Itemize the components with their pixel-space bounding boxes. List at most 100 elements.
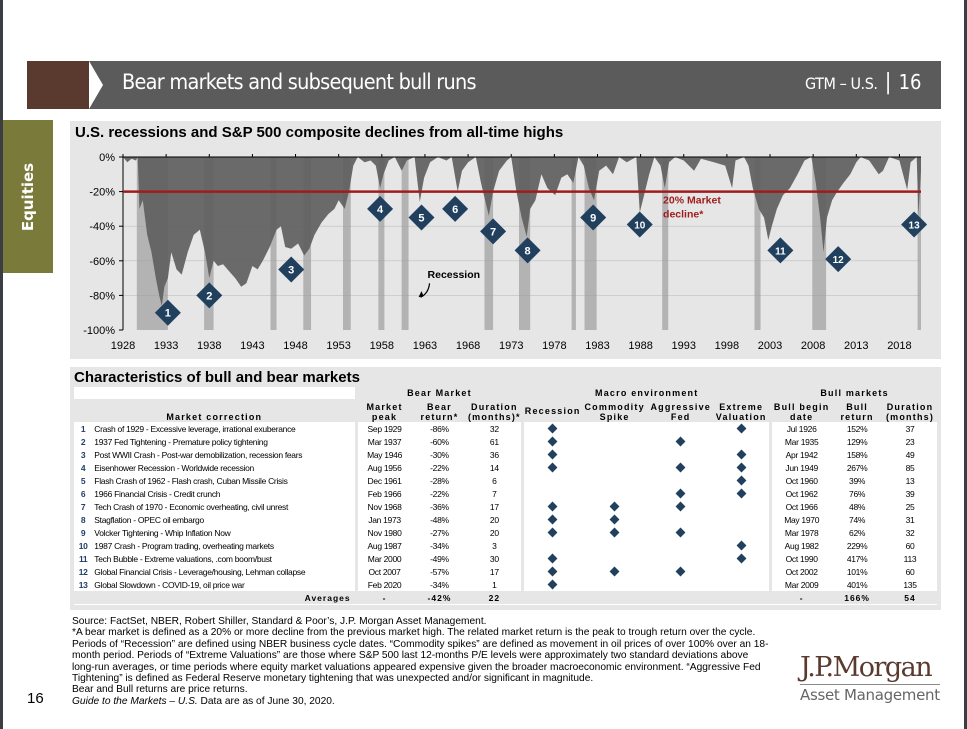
event-marker-3: 3 [278,256,305,283]
fed-flag [648,487,713,500]
recession-band [584,157,597,330]
row-number: 7 [80,501,86,512]
bear-return: -86% [430,423,449,434]
correction-description: 1987 Crash - Program trading, overheatin… [94,540,274,551]
bull-begin-date: Jun 1949 [769,461,831,474]
bull-begin-date: Oct 1990 [769,552,831,565]
bear-duration: 36 [489,449,499,460]
bull-bear-table: Bear Market Macro environment Bull marke… [74,387,937,604]
x-tick-label: 1983 [585,340,609,352]
left-window-edge [0,0,3,729]
marker-diamond-icon [278,256,305,283]
bear-duration: 20 [489,514,499,525]
recession-flag-diamond-icon [547,462,558,472]
avg-bear-return: -42% [411,591,468,604]
avg-bull-begin: - [769,591,832,604]
bull-begin-date: Oct 2002 [769,565,831,578]
table-row: 13 Global Slowdown - COVID-19, oil price … [74,578,937,591]
bull-begin-date: Oct 1960 [769,474,831,487]
logo-brand: J.P.Morgan [800,653,940,685]
table-row: 12 Global Financial Crisis - Leverage/hou… [74,565,937,578]
recession-flag-diamond-icon [547,527,558,537]
commodity-flag-diamond-icon [609,514,620,524]
marker-diamond-icon [580,204,607,231]
header-page-number: 16 [898,70,921,94]
col-aggressive-fed: Aggressive Fed [648,399,714,422]
valuation-flag [713,565,769,578]
valuation-flag-diamond-icon [736,540,747,550]
bear-duration: 32 [489,423,499,434]
commodity-flag [581,461,648,474]
row-number: 8 [80,514,86,525]
bear-return: -57% [430,566,449,577]
recession-flag [521,526,581,539]
commodity-flag-diamond-icon [609,501,620,511]
marker-label: 4 [377,204,384,216]
market-peak: Feb 2020 [354,578,412,591]
threshold-group: 20% Market decline* [123,190,921,221]
chart-panel: 0% -20% -40% -60% -80% -100% 1928 1933 1938 1943 1… [70,121,941,359]
bull-begin-date: Oct 1966 [769,500,831,513]
bear-return: -60% [430,436,449,447]
market-peak: Mar 1937 [354,435,412,448]
marker-diamond-icon [480,218,507,245]
market-peak: Oct 2007 [354,565,412,578]
group-bear-market: Bear Market [354,387,522,399]
recession-band [378,157,385,330]
commodity-flag [581,448,648,461]
section-code: GTM – U.S. [804,74,878,93]
correction-description: Tech Crash of 1970 - Economic overheatin… [94,501,289,512]
event-marker-1: 1 [154,299,181,326]
correction-description: Global Financial Crisis - Leverage/housi… [94,566,306,577]
y-tick-label: -60% [89,256,115,268]
recession-arrowhead-icon [418,291,424,298]
bear-return: -30% [430,449,449,460]
chart-title: U.S. recessions and S&P 500 composite de… [75,124,564,141]
row-number: 6 [80,488,86,499]
correction-description: 1966 Financial Crisis - Credit crunch [94,488,221,499]
fed-flag [648,552,713,565]
bull-return: 401% [846,579,868,590]
x-tick-label: 1958 [370,340,394,352]
page-title: Bear markets and subsequent bull runs [122,70,477,94]
recession-band [917,157,921,330]
valuation-flag-diamond-icon [736,488,747,498]
returns-note: Bear and Bull returns are price returns. [72,684,248,696]
bull-return: 129% [846,436,868,447]
market-peak: Mar 2000 [354,552,412,565]
recession-flag [521,435,581,448]
x-tick-label: 1963 [413,340,437,352]
event-marker-10: 10 [626,211,653,238]
bull-return: 158% [846,449,868,460]
side-tab-label: Equities [19,162,37,231]
commodity-flag [581,552,648,565]
row-number: 1 [80,423,86,434]
fed-flag [648,565,713,578]
event-marker-4: 4 [367,195,394,222]
marker-label: 12 [833,255,845,266]
correction-description: Volcker Tightening - Whip Inflation Now [94,527,231,538]
bear-return: -34% [430,540,449,551]
table-row: 3 Post WWII Crash - Post-war demobilizati… [74,448,937,461]
avg-valuation [713,591,770,604]
valuation-flag-diamond-icon [736,553,747,563]
col-bear-duration: Duration (months)* [467,399,522,422]
fed-flag [648,422,713,435]
valuation-flag [713,474,769,487]
group-macro-environment: Macro environment [521,387,770,399]
col-extreme-valuation: Extreme Valuation [713,399,770,422]
recession-band [484,157,494,330]
source-note: Source: FactSet, NBER, Robert Shiller, S… [72,616,487,627]
recession-flag-diamond-icon [547,449,558,459]
recession-flag-diamond-icon [547,514,558,524]
bull-duration: 32 [905,527,915,538]
row-number: 4 [80,462,86,473]
recession-flag [521,578,581,591]
axes: 0%-20%-40%-60%-80%-100%1928 1933 1938 1943 1… [83,152,921,352]
fed-flag [648,435,713,448]
fed-flag [648,448,713,461]
y-tick-label: -100% [83,325,115,337]
market-peak: Sep 1929 [354,422,412,435]
annotations: Recession [418,269,480,298]
event-marker-6: 6 [442,195,469,222]
